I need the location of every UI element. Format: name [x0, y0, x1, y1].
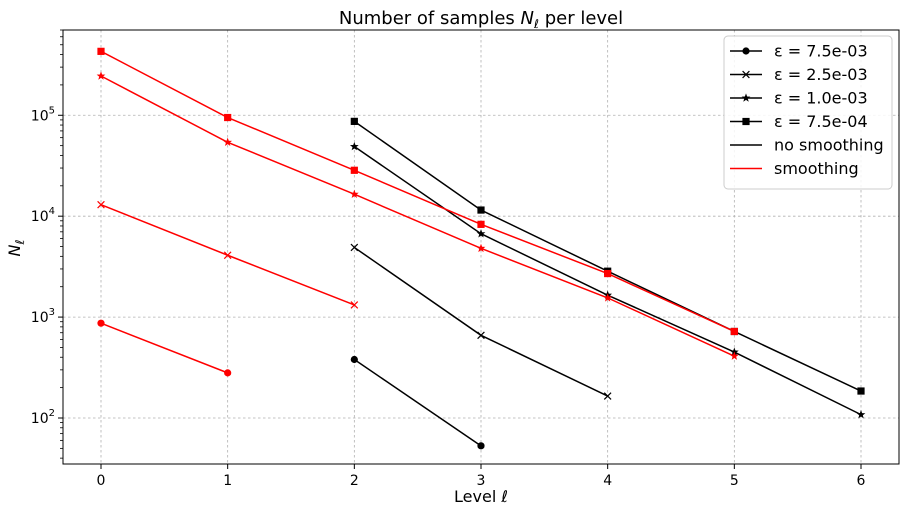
y-tick-label: 105 — [31, 105, 55, 124]
data-point — [349, 189, 359, 198]
data-point — [97, 47, 105, 55]
y-axis-label-sub: ℓ — [13, 240, 27, 246]
x-tick-label: 3 — [477, 473, 486, 489]
data-point — [350, 243, 359, 252]
legend-entry: ε = 2.5e-03 — [730, 65, 868, 84]
series-no-smoothing-eps-2-5e-03 — [350, 243, 612, 400]
legend-entry: no smoothing — [730, 136, 884, 155]
legend-label: no smoothing — [774, 136, 884, 155]
legend-entry: ε = 7.5e-04 — [730, 112, 868, 131]
data-point — [350, 301, 359, 309]
data-point — [730, 327, 738, 336]
x-tick-label: 4 — [603, 473, 612, 489]
x-axis-label: Level ℓ — [454, 487, 508, 506]
title-n: N — [521, 8, 534, 29]
title-prefix: Number of samples — [339, 8, 521, 29]
data-point — [224, 113, 232, 122]
data-point — [603, 293, 613, 302]
y-tick-label: 102 — [31, 408, 55, 427]
legend-entry: ε = 1.0e-03 — [730, 89, 868, 108]
series-smoothing-eps-7-5e-03 — [97, 319, 232, 377]
title-sub: ℓ — [533, 17, 539, 31]
data-point — [476, 229, 486, 238]
data-point — [223, 251, 232, 260]
series-layer — [96, 47, 866, 450]
series-line — [100, 322, 228, 374]
data-point — [96, 71, 106, 80]
x-axis-label-ell: ℓ — [500, 487, 508, 506]
data-point — [349, 141, 359, 151]
data-point — [857, 387, 865, 395]
data-point — [223, 137, 233, 146]
x-axis-label-text: Level — [454, 487, 501, 506]
legend-label: smoothing — [774, 159, 859, 178]
legend-entry: smoothing — [730, 159, 859, 178]
x-tick-label: 0 — [97, 473, 106, 489]
data-point — [729, 351, 739, 360]
data-point — [97, 200, 105, 209]
series-smoothing-eps-2-5e-03 — [97, 200, 359, 309]
data-point — [477, 442, 485, 450]
y-axis-label-n: N — [5, 244, 24, 256]
chart-title: Number of samples Nℓ per level — [339, 8, 623, 31]
legend-marker-circle — [742, 47, 750, 55]
series-line — [100, 75, 735, 357]
series-smoothing-eps-7-5e-04 — [97, 47, 738, 336]
series-smoothing-eps-1-0e-03 — [96, 71, 739, 360]
legend-entry: ε = 7.5e-03 — [730, 42, 868, 61]
series-no-smoothing-eps-7-5e-03 — [350, 355, 485, 450]
data-point — [350, 117, 358, 125]
data-point — [350, 355, 358, 364]
x-tick-label: 6 — [857, 473, 866, 489]
x-tick-label: 5 — [730, 473, 739, 489]
x-tick-label: 2 — [350, 473, 359, 489]
title-suffix: per level — [539, 8, 623, 29]
legend-marker-star — [741, 93, 751, 102]
y-tick-mantissa: 10 — [31, 209, 49, 225]
data-point — [856, 410, 866, 419]
legend: ε = 7.5e-03 ε = 2.5e-03 ε = 1.0e-03 ε = 7.5… — [723, 35, 893, 190]
legend-label: ε = 1.0e-03 — [774, 89, 868, 108]
legend-label: ε = 7.5e-03 — [774, 42, 868, 61]
series-line — [353, 358, 482, 447]
y-tick-label: 104 — [31, 206, 55, 225]
x-tick-label: 1 — [223, 473, 232, 489]
y-axis-label: Nℓ — [5, 240, 27, 257]
data-point — [477, 206, 485, 214]
y-tick-exponent: 5 — [49, 105, 55, 116]
data-point — [97, 319, 105, 327]
data-point — [350, 166, 358, 174]
series-line — [100, 50, 735, 333]
y-tick-exponent: 4 — [49, 206, 55, 217]
data-point — [604, 269, 612, 278]
legend-marker-x — [742, 70, 750, 79]
y-tick-label: 103 — [31, 307, 55, 326]
legend-box — [723, 35, 893, 190]
legend-marker-square — [742, 117, 750, 126]
data-point — [224, 369, 232, 377]
legend-label: ε = 2.5e-03 — [774, 65, 868, 84]
data-point — [477, 331, 485, 340]
data-point — [603, 392, 612, 400]
y-tick-exponent: 2 — [49, 408, 55, 419]
data-point — [476, 243, 486, 253]
data-point — [477, 220, 485, 228]
legend-label: ε = 7.5e-04 — [774, 112, 868, 131]
y-tick-exponent: 3 — [49, 307, 55, 318]
y-tick-mantissa: 10 — [31, 411, 49, 427]
y-tick-mantissa: 10 — [31, 310, 49, 326]
y-tick-mantissa: 10 — [31, 108, 49, 124]
